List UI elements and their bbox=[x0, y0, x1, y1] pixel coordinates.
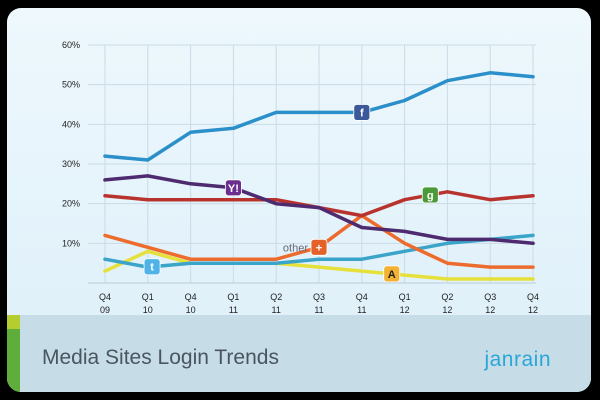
x-tick-label: Q1 bbox=[142, 292, 154, 302]
footer-accent-top bbox=[7, 315, 20, 329]
footer-band bbox=[7, 315, 591, 392]
facebook-icon-glyph: f bbox=[360, 107, 364, 119]
google-icon-glyph: g bbox=[427, 190, 434, 202]
x-tick-label: Q4 bbox=[185, 292, 197, 302]
y-tick-label: 50% bbox=[62, 80, 80, 90]
twitter-icon bbox=[143, 258, 161, 276]
x-tick-label: Q2 bbox=[270, 292, 282, 302]
x-tick-label: Q2 bbox=[441, 292, 453, 302]
janrain-logo: janrain bbox=[484, 348, 551, 371]
x-tick-label: 10 bbox=[186, 305, 196, 315]
footer-accent bbox=[7, 315, 20, 392]
x-tick-label: 12 bbox=[442, 305, 452, 315]
x-tick-label: Q4 bbox=[99, 292, 111, 302]
x-tick-label: 09 bbox=[100, 305, 110, 315]
x-tick-label: 11 bbox=[357, 305, 366, 315]
series-line-twitter bbox=[103, 233, 535, 269]
x-tick-label: 10 bbox=[143, 305, 153, 315]
other-icon bbox=[310, 238, 328, 256]
other-icon-glyph: + bbox=[316, 242, 322, 254]
x-tick-label: 12 bbox=[400, 305, 410, 315]
chart-title: Media Sites Login Trends bbox=[42, 346, 279, 369]
x-tick-label: Q4 bbox=[527, 292, 539, 302]
x-tick-label: Q1 bbox=[399, 292, 411, 302]
facebook-icon bbox=[353, 104, 371, 121]
series-line-yahoo bbox=[103, 174, 535, 246]
aim-icon-glyph: A bbox=[388, 269, 396, 281]
x-tick-label: Q1 bbox=[227, 292, 239, 302]
y-tick-label: 10% bbox=[62, 238, 80, 248]
x-tick-label: 11 bbox=[314, 305, 323, 315]
y-tick-label: 60% bbox=[62, 40, 80, 50]
google-icon bbox=[421, 186, 439, 204]
y-tick-label: 30% bbox=[62, 159, 80, 169]
series-line-facebook bbox=[103, 71, 535, 162]
x-tick-label: 11 bbox=[272, 305, 281, 315]
series-label-other: other bbox=[283, 242, 308, 254]
aim-icon bbox=[383, 265, 401, 283]
x-tick-label: 11 bbox=[229, 305, 238, 315]
y-tick-label: 40% bbox=[62, 119, 80, 129]
x-tick-label: 12 bbox=[528, 305, 538, 315]
x-tick-label: Q4 bbox=[356, 292, 368, 302]
x-tick-label: Q3 bbox=[313, 292, 325, 302]
y-tick-label: 20% bbox=[62, 199, 80, 209]
series-line-aim bbox=[103, 249, 535, 281]
yahoo-icon-glyph: Y! bbox=[228, 183, 239, 195]
x-tick-label: 12 bbox=[485, 305, 495, 315]
x-tick-label: Q3 bbox=[484, 292, 496, 302]
yahoo-icon bbox=[224, 179, 242, 197]
twitter-icon-glyph: t bbox=[150, 262, 154, 274]
